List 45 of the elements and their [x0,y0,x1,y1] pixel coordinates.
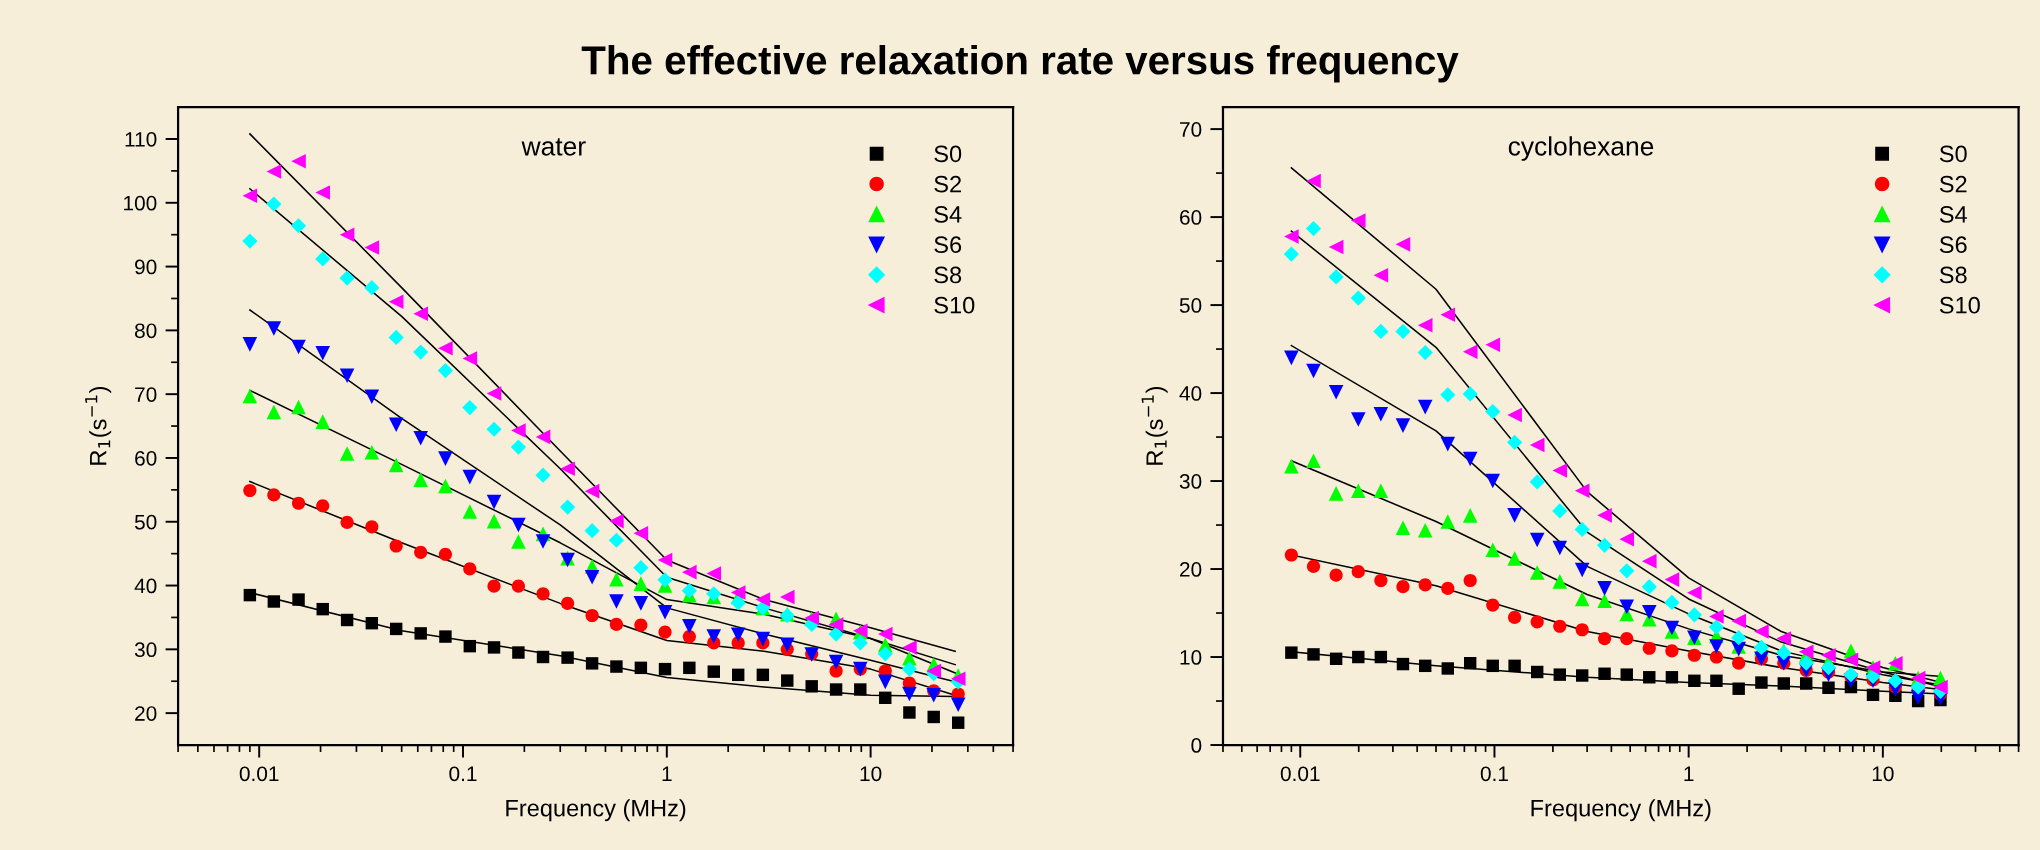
x-tick-label: 1 [662,766,672,781]
y-tick-label: 50 [134,514,157,530]
y-tick-label: 30 [134,642,157,658]
y-tick-label: 10 [1180,650,1202,665]
x-tick-label: 10 [860,766,882,782]
x-tick-label: 0.1 [1480,766,1508,782]
y-tick-label: 50 [1179,298,1202,313]
legend-label: S2 [1939,175,1967,193]
chart-title: The effective relaxation rate versus frequency [581,44,1459,83]
legend-label: S6 [934,236,962,254]
y-tick-label: 40 [134,578,157,594]
y-tick-label: 20 [1180,562,1202,577]
legend-label: S2 [934,175,961,193]
x-tick-label: 10 [1872,766,1894,782]
y-tick-label: 40 [1179,386,1202,401]
y-tick-label: 20 [135,706,157,721]
y-tick-label: 70 [1180,122,1202,137]
legend-label: S0 [934,145,962,163]
y-axis-title: R$_{1}$(s$^{−1}$) [1141,386,1168,465]
legend-label: S10 [1939,296,1980,314]
x-axis-title: Frequency (MHz) [1531,799,1711,822]
legend-label: S8 [934,266,962,284]
legend-label: S4 [934,206,962,223]
y-tick-label: 70 [135,387,157,402]
x-tick-label: 0.01 [1280,766,1320,782]
y-tick-label: 60 [1180,210,1202,225]
y-tick-label: 80 [134,323,157,339]
legend-label: S6 [1939,236,1967,254]
y-tick-label: 30 [1179,474,1202,489]
y-tick-label: 110 [125,132,157,147]
x-tick-label: 0.1 [449,766,477,782]
legend-label: S10 [934,296,975,314]
annotation: water [521,138,586,156]
legend-label: S0 [1939,145,1967,163]
y-axis-title: R$_{1}$(s$^{−1}$) [85,386,112,465]
x-axis-title: Frequency (MHz) [506,799,686,822]
y-tick-label: 100 [124,195,157,211]
x-tick-label: 1 [1684,766,1694,781]
y-tick-label: 60 [135,450,157,466]
x-tick-label: 0.01 [239,766,279,782]
legend-label: S4 [1939,206,1967,223]
y-tick-label: 0 [1191,738,1202,753]
y-tick-label: 90 [135,259,157,275]
annotation: cyclohexane [1508,136,1654,161]
legend-label: S8 [1939,266,1967,284]
